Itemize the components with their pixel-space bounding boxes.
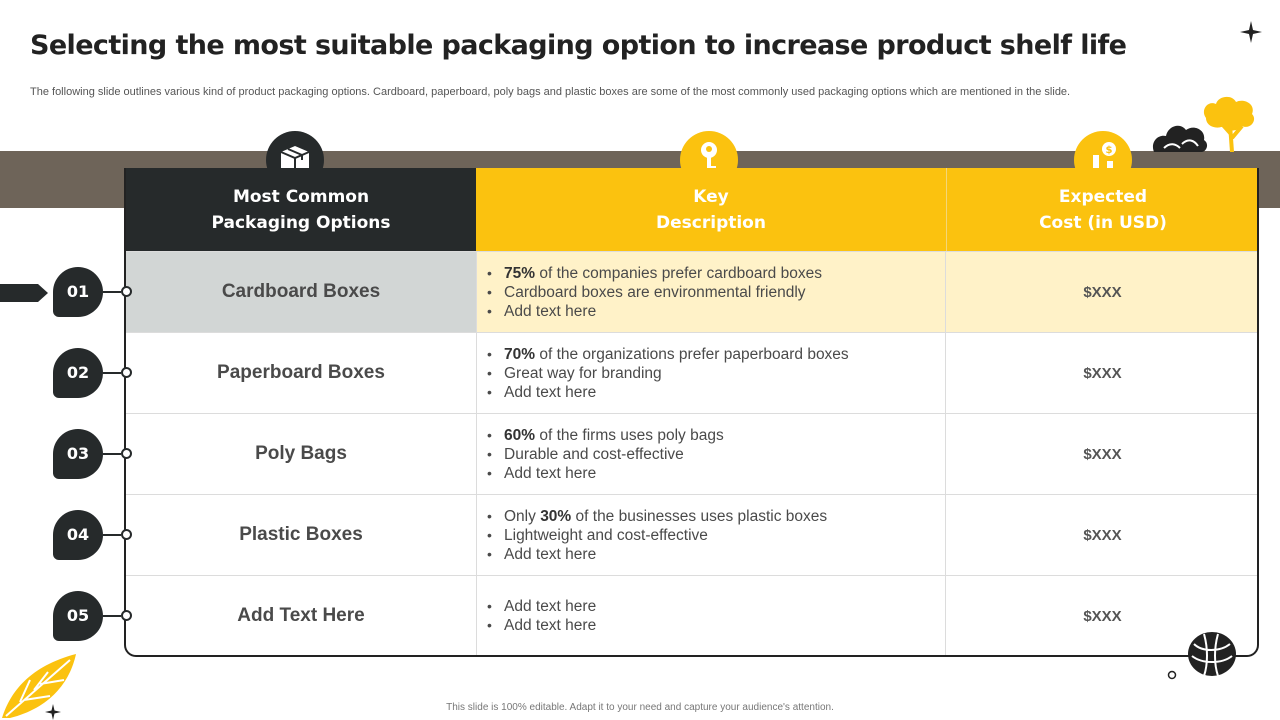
expected-cost: $XXX [1083,364,1122,382]
bullet-highlight: 70% [504,345,536,363]
table-row: Plastic Boxes Only 30% of the businesses … [126,494,1257,575]
column-header-description: Key Description [476,168,946,251]
description-bullet: Add text here [487,464,724,483]
description-bullet: Only 30% of the businesses uses plastic … [487,507,827,526]
description-cell: Only 30% of the businesses uses plastic … [476,495,946,575]
row-pointer-arrow [0,284,48,302]
bullet-highlight: 60% [504,426,536,444]
page-title: Selecting the most suitable packaging op… [30,30,1127,61]
table-row: Paperboard Boxes 70% of the organizations… [126,332,1257,413]
bullet-text: Lightweight and cost-effective [504,526,708,544]
bullet-text: of the companies prefer cardboard boxes [535,264,822,282]
bullet-text: Cardboard boxes are environmental friend… [504,283,806,301]
bullet-text: Great way for branding [504,364,662,382]
description-bullet: 60% of the firms uses poly bags [487,426,724,445]
description-cell: 75% of the companies prefer cardboard bo… [476,252,946,332]
description-bullet: Add text here [487,302,822,321]
bullet-highlight: 75% [504,264,536,282]
bullet-text: Add text here [504,617,597,634]
row-number-badge: 02 [53,347,103,398]
option-name: Plastic Boxes [239,524,363,545]
row-connector-dot [121,610,132,621]
bush-icon [1152,125,1208,152]
bullet-text: Only [504,507,541,525]
description-bullet: Lightweight and cost-effective [487,526,827,545]
option-name: Cardboard Boxes [126,252,476,332]
column-header-cost: Expected Cost (in USD) [946,168,1257,251]
small-circle-icon [1167,670,1177,680]
bullet-text: Add text here [504,545,597,563]
table-row: Poly Bags 60% of the firms uses poly bags… [126,413,1257,494]
description-bullet: Great way for branding [487,364,849,383]
bullet-text: Add text here [504,464,597,482]
row-connector-dot [121,367,132,378]
tree-icon [1203,96,1255,152]
packaging-table: Most Common Packaging Options Key Descri… [124,168,1259,657]
row-connector-dot [121,286,132,297]
expected-cost: $XXX [946,252,1257,332]
option-name: Poly Bags [255,443,347,464]
table-row: Add Text Here Add text here Add text here $… [126,575,1257,655]
expected-cost: $XXX [1083,445,1122,463]
description-bullet: Durable and cost-effective [487,445,724,464]
column-header-options: Most Common Packaging Options [126,168,476,251]
description-cell: 60% of the firms uses poly bagsDurable a… [476,414,946,494]
description-bullet: 75% of the companies prefer cardboard bo… [487,264,822,283]
table-row: Cardboard Boxes 75% of the companies pref… [126,251,1257,332]
bullet-text: of the firms uses poly bags [535,426,724,444]
expected-cost: $XXX [1083,607,1122,625]
row-connector [103,452,121,455]
description-bullet: Add text here [487,616,596,635]
description-bullet: Add text here [487,545,827,564]
svg-text:$: $ [1106,145,1113,156]
row-connector [103,371,121,374]
sparkle-icon [1240,21,1262,43]
bullet-text: of the businesses uses plastic boxes [571,507,828,525]
row-connector [103,614,121,617]
bullet-text: of the organizations prefer paperboard b… [535,345,849,363]
bullet-text: Add text here [504,302,597,320]
box-icon [266,131,324,189]
row-number-badge: 04 [53,509,103,560]
row-connector-dot [121,448,132,459]
option-name: Add Text Here [237,605,365,626]
page-subtitle: The following slide outlines various kin… [30,86,1071,98]
bullet-text: Add text here [504,383,597,401]
expected-cost: $XXX [1083,526,1122,544]
bullet-highlight: 30% [540,507,572,525]
row-connector [103,533,121,536]
bullet-text: Add text here [504,598,597,615]
sparkle-small-icon [45,704,61,720]
description-bullet: Cardboard boxes are environmental friend… [487,283,822,302]
row-number-badge: 01 [53,266,103,317]
row-number-badge: 05 [53,590,103,641]
option-name: Paperboard Boxes [217,362,385,383]
footer-note: This slide is 100% editable. Adapt it to… [446,702,834,713]
description-bullet: Add text here [487,383,849,402]
row-number-badge: 03 [53,428,103,479]
row-connector [103,290,121,293]
bullet-text: Durable and cost-effective [504,445,684,463]
description-bullet: 70% of the organizations prefer paperboa… [487,345,849,364]
seed-icon [1188,632,1236,677]
leaf-icon [2,654,76,718]
description-cell: 70% of the organizations prefer paperboa… [476,333,946,413]
description-bullet: Add text here [487,597,596,616]
description-cell: Add text here Add text here [476,576,946,655]
row-connector-dot [121,529,132,540]
